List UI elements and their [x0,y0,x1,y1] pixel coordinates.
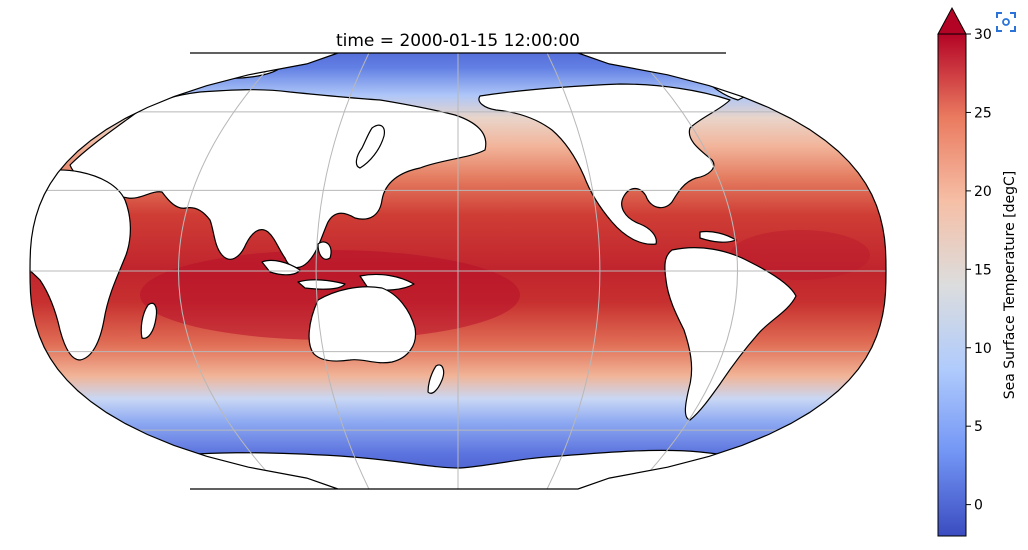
colorbar-tick-label: 25 [974,105,992,121]
colorbar-tick-label: 30 [974,27,992,43]
sst-map [29,52,887,490]
colorbar: 0 5 10 15 20 25 30 Sea Surface Temperature [de… [937,6,1018,537]
colorbar-scale [937,33,967,537]
colorbar-tick-label: 15 [974,262,992,278]
meridian-line [633,53,738,489]
land-caribbean [699,230,737,243]
land-australia [308,286,417,364]
meridian-line [546,53,601,489]
colorbar-ticks: 0 5 10 15 20 25 30 [966,27,992,514]
atlantic-warm-band [730,230,870,280]
land-africa [30,169,131,361]
fullscreen-button[interactable] [994,10,1018,34]
land-new-zealand [427,364,445,394]
map-boundary [29,52,887,490]
map-title: time = 2000-01-15 12:00:00 [336,31,580,51]
graticule [30,53,886,489]
meridian-line [315,53,370,489]
land-madagascar [140,302,158,339]
meridian-line [178,53,283,489]
land-indonesia [261,241,346,290]
land-japan [355,124,385,169]
colorbar-tick-label: 20 [974,184,992,200]
colorbar-label: Sea Surface Temperature [degC] [1002,171,1018,400]
fullscreen-scan-icon [996,12,1016,32]
colorbar-tick-label: 10 [974,341,992,357]
land-north-america [478,83,731,245]
colorbar-extend-arrow [937,6,967,35]
colorbar-tick-label: 5 [974,419,983,435]
colorbar-tick-label: 0 [974,498,983,514]
